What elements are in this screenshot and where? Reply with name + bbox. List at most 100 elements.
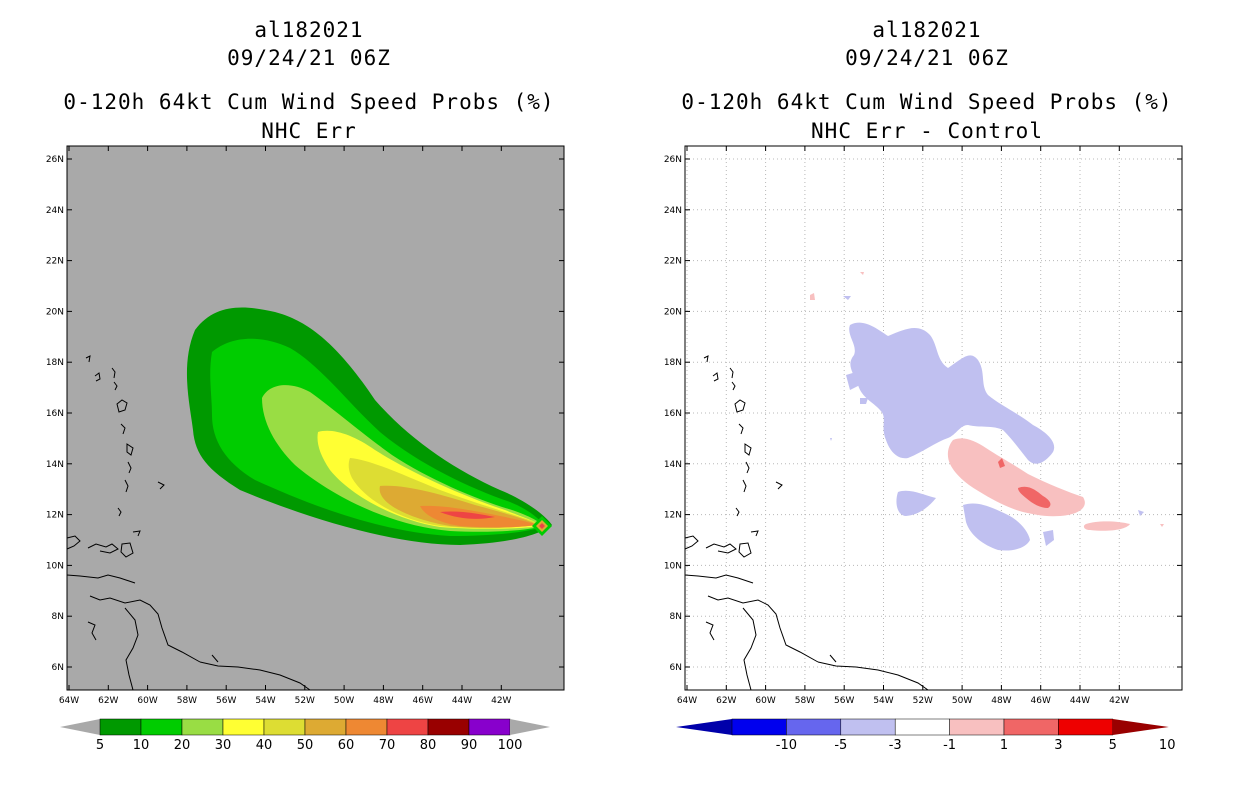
probability-contours: [186, 307, 552, 545]
colorbar-label: -5: [834, 738, 847, 753]
contour-end-70: [539, 523, 545, 529]
lat-label: 8N: [670, 612, 682, 622]
lon-label: 44W: [1070, 696, 1090, 706]
colorbar-box: [1058, 718, 1114, 736]
negative-contour-d: [963, 503, 1030, 551]
colorbar-label: 20: [174, 738, 191, 753]
lon-label: 60W: [755, 696, 775, 706]
lat-label: 22N: [664, 257, 682, 267]
left-storm-id: al182021: [254, 18, 364, 42]
lat-label: 24N: [46, 206, 64, 216]
lat-label: 10N: [46, 561, 64, 571]
colorbar-label: 60: [338, 738, 355, 753]
left-subtitle: NHC Err: [261, 119, 357, 143]
right-datetime: 09/24/21 06Z: [845, 46, 1009, 70]
negative-contour-a: [849, 322, 1055, 464]
colorbar-arrow-high: [1112, 719, 1169, 735]
lon-label: 62W: [716, 696, 736, 706]
lon-label: 64W: [677, 696, 697, 706]
axes: 26N 24N 22N 20N 18N 16N 14N 12N 10N 8N 6N 64W 62W 60W…: [46, 146, 564, 706]
colorbar-label: 70: [379, 738, 396, 753]
lon-label: 58W: [177, 696, 197, 706]
colorbar-label: -3: [889, 738, 902, 753]
negative-contour-b: [846, 372, 860, 390]
lat-label: 6N: [52, 663, 64, 673]
lon-label: 56W: [834, 696, 854, 706]
colorbar-arrow-low: [676, 719, 732, 735]
colorbar-label: 10: [133, 738, 150, 753]
left-product-title: 0-120h 64kt Cum Wind Speed Probs (%): [63, 90, 555, 114]
colorbar-label: 5: [1109, 738, 1117, 753]
colorbar-label: 10: [1159, 738, 1176, 753]
colorbar-label: 80: [420, 738, 437, 753]
colorbar-label: -1: [943, 738, 956, 753]
colorbar-label: 30: [215, 738, 232, 753]
negative-contour-e: [1043, 530, 1054, 546]
positive-contour-b: [1083, 521, 1130, 531]
lon-label: 64W: [59, 696, 79, 706]
lon-label: 54W: [255, 696, 275, 706]
right-product-title: 0-120h 64kt Cum Wind Speed Probs (%): [681, 90, 1173, 114]
lon-label: 48W: [991, 696, 1011, 706]
lat-label: 20N: [664, 307, 682, 317]
colorbar-box: [345, 718, 388, 736]
colorbar-box: [263, 718, 306, 736]
colorbar-arrow-low: [60, 719, 100, 735]
colorbar-box: [140, 718, 183, 736]
lat-label: 26N: [664, 155, 682, 165]
lon-label: 50W: [952, 696, 972, 706]
colorbar-label: 3: [1054, 738, 1062, 753]
lon-label: 46W: [1031, 696, 1051, 706]
difference-contours: [810, 272, 1164, 551]
colorbar-arrow-high: [510, 719, 550, 735]
lat-label: 12N: [664, 511, 682, 521]
colorbar: 5 10 20 30 40 50 60 70 80 90 100: [60, 718, 550, 753]
lat-label: 22N: [46, 257, 64, 267]
colorbar-box: [222, 718, 265, 736]
colorbar-label: 90: [461, 738, 478, 753]
colorbar-label: -10: [776, 738, 797, 753]
right-subtitle: NHC Err - Control: [811, 119, 1043, 143]
left-map: 26N 24N 22N 20N 18N 16N 14N 12N 10N 8N 6N 64W 62W 60W…: [46, 145, 565, 753]
lat-label: 26N: [46, 155, 64, 165]
colorbar-box: [386, 718, 429, 736]
positive-contour-g: [830, 438, 832, 441]
map-frame: [66, 145, 565, 691]
lat-label: 10N: [664, 561, 682, 571]
coastlines: [684, 355, 929, 691]
coastlines: [66, 355, 311, 691]
lat-label: 14N: [664, 460, 682, 470]
lon-label: 48W: [373, 696, 393, 706]
colorbar-label: 1: [1000, 738, 1008, 753]
left-datetime: 09/24/21 06Z: [227, 46, 391, 70]
positive-contour-e: [860, 272, 864, 275]
contour-20: [262, 385, 543, 532]
lon-label: 56W: [216, 696, 236, 706]
colorbar-box: [786, 718, 842, 736]
colorbar: -10 -5 -3 -1 1 3 5 10: [676, 718, 1176, 753]
colorbar-box: [427, 718, 470, 736]
positive-contour-d: [843, 296, 851, 300]
lon-label: 42W: [1109, 696, 1129, 706]
right-panel: al182021 09/24/21 06Z 0-120h 64kt Cum Wi…: [618, 0, 1236, 800]
colorbar-box: [468, 718, 511, 736]
lon-label: 52W: [913, 696, 933, 706]
colorbar-label: 5: [96, 738, 104, 753]
colorbar-box: [731, 718, 787, 736]
lat-label: 16N: [664, 409, 682, 419]
contour-30: [317, 430, 541, 529]
colorbar-label: 50: [297, 738, 314, 753]
positive-contour-a: [947, 438, 1085, 517]
lat-label: 12N: [46, 511, 64, 521]
left-panel: al182021 09/24/21 06Z 0-120h 64kt Cum Wi…: [46, 18, 565, 753]
lon-label: 58W: [795, 696, 815, 706]
lon-label: 44W: [452, 696, 472, 706]
colorbar-label: 100: [498, 738, 523, 753]
colorbar-box: [181, 718, 224, 736]
lat-label: 24N: [664, 206, 682, 216]
lon-label: 50W: [334, 696, 354, 706]
colorbar-label: 40: [256, 738, 273, 753]
lon-label: 42W: [491, 696, 511, 706]
negative-contour-f: [1138, 510, 1144, 516]
colorbar-box: [304, 718, 347, 736]
